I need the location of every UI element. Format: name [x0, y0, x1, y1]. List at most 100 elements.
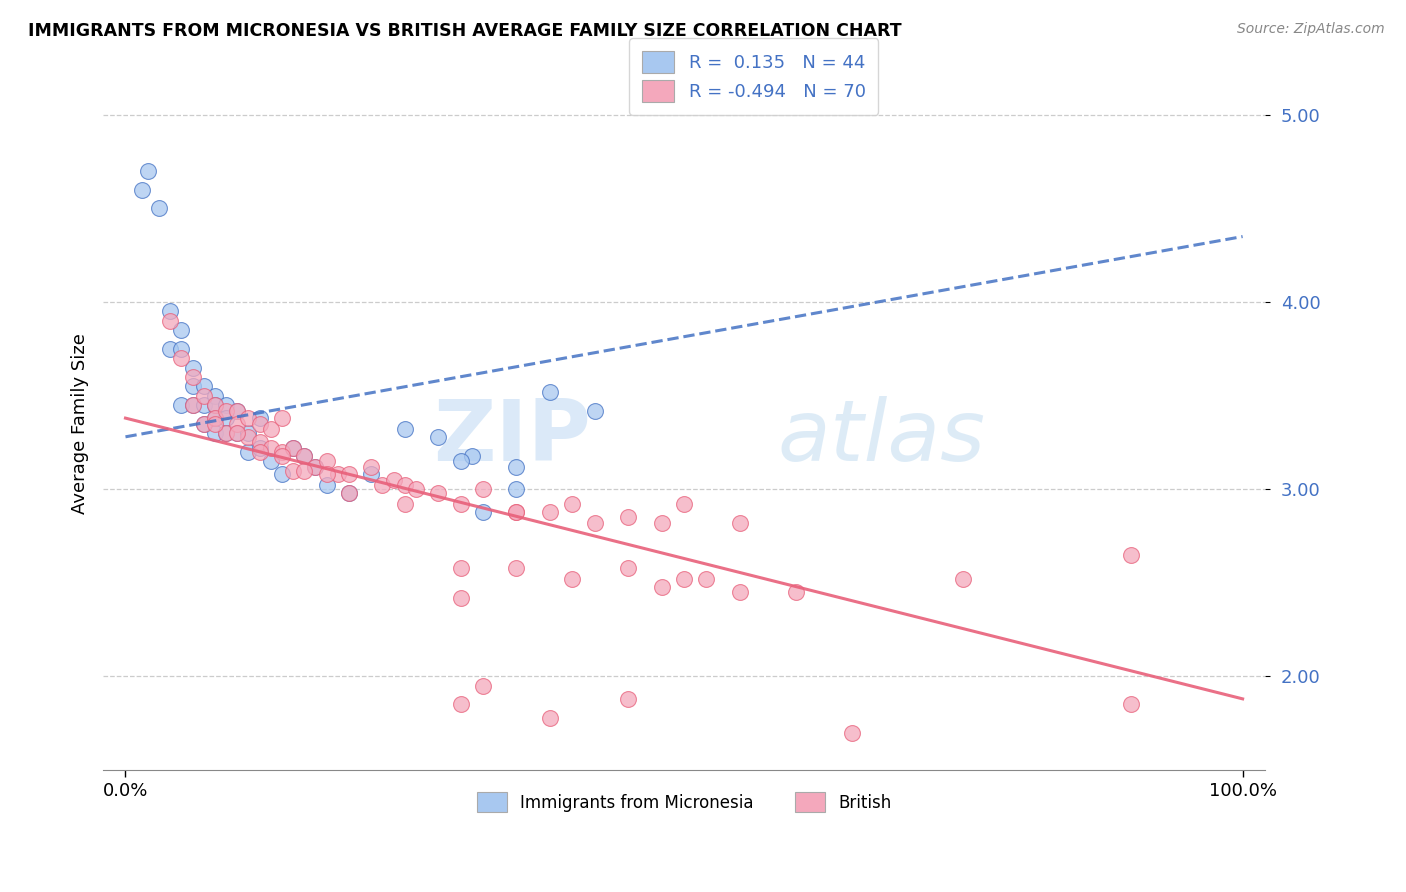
Point	[337, 486, 360, 500]
Point	[204, 398, 226, 412]
Point	[148, 202, 170, 216]
Point	[583, 403, 606, 417]
Point	[215, 426, 238, 441]
Point	[450, 591, 472, 605]
Point	[538, 710, 561, 724]
Point	[326, 467, 349, 482]
Point	[249, 444, 271, 458]
Point	[193, 398, 215, 412]
Point	[695, 572, 717, 586]
Point	[281, 463, 304, 477]
Point	[181, 370, 204, 384]
Point	[337, 467, 360, 482]
Point	[270, 449, 292, 463]
Point	[617, 510, 640, 524]
Point	[450, 497, 472, 511]
Point	[249, 441, 271, 455]
Point	[181, 398, 204, 412]
Point	[193, 417, 215, 431]
Point	[226, 403, 249, 417]
Point	[394, 422, 416, 436]
Point	[538, 384, 561, 399]
Point	[450, 454, 472, 468]
Point	[215, 403, 238, 417]
Point	[450, 698, 472, 712]
Point	[450, 561, 472, 575]
Text: IMMIGRANTS FROM MICRONESIA VS BRITISH AVERAGE FAMILY SIZE CORRELATION CHART: IMMIGRANTS FROM MICRONESIA VS BRITISH AV…	[28, 22, 901, 40]
Point	[204, 389, 226, 403]
Point	[427, 486, 450, 500]
Point	[159, 314, 181, 328]
Point	[394, 478, 416, 492]
Point	[136, 164, 159, 178]
Point	[1119, 548, 1142, 562]
Point	[371, 478, 394, 492]
Legend: Immigrants from Micronesia, British: Immigrants from Micronesia, British	[465, 780, 903, 824]
Point	[204, 398, 226, 412]
Point	[170, 351, 193, 366]
Point	[238, 411, 260, 425]
Point	[204, 411, 226, 425]
Point	[583, 516, 606, 530]
Point	[427, 430, 450, 444]
Point	[170, 323, 193, 337]
Point	[260, 454, 283, 468]
Point	[204, 417, 226, 431]
Point	[238, 444, 260, 458]
Point	[337, 486, 360, 500]
Point	[472, 482, 495, 496]
Point	[159, 304, 181, 318]
Point	[193, 379, 215, 393]
Point	[181, 398, 204, 412]
Point	[617, 561, 640, 575]
Y-axis label: Average Family Size: Average Family Size	[72, 334, 89, 514]
Point	[193, 417, 215, 431]
Point	[673, 572, 696, 586]
Point	[394, 497, 416, 511]
Point	[270, 444, 292, 458]
Point	[238, 426, 260, 441]
Point	[270, 467, 292, 482]
Point	[181, 379, 204, 393]
Point	[159, 342, 181, 356]
Point	[249, 435, 271, 450]
Point	[561, 497, 583, 511]
Text: atlas: atlas	[778, 396, 986, 479]
Point	[673, 497, 696, 511]
Point	[204, 411, 226, 425]
Point	[249, 411, 271, 425]
Point	[181, 360, 204, 375]
Point	[1119, 698, 1142, 712]
Point	[505, 482, 527, 496]
Point	[728, 585, 751, 599]
Point	[505, 505, 527, 519]
Point	[952, 572, 974, 586]
Point	[315, 478, 337, 492]
Point	[841, 725, 863, 739]
Point	[728, 516, 751, 530]
Text: ZIP: ZIP	[433, 396, 591, 479]
Point	[281, 441, 304, 455]
Point	[315, 454, 337, 468]
Point	[360, 467, 382, 482]
Point	[170, 398, 193, 412]
Point	[505, 505, 527, 519]
Point	[170, 342, 193, 356]
Point	[238, 430, 260, 444]
Point	[405, 482, 427, 496]
Point	[461, 449, 484, 463]
Point	[292, 449, 315, 463]
Point	[226, 426, 249, 441]
Point	[505, 561, 527, 575]
Point	[270, 411, 292, 425]
Point	[226, 417, 249, 431]
Point	[204, 426, 226, 441]
Point	[131, 183, 153, 197]
Point	[360, 459, 382, 474]
Point	[226, 426, 249, 441]
Point	[651, 580, 673, 594]
Point	[215, 426, 238, 441]
Point	[651, 516, 673, 530]
Text: Source: ZipAtlas.com: Source: ZipAtlas.com	[1237, 22, 1385, 37]
Point	[304, 459, 326, 474]
